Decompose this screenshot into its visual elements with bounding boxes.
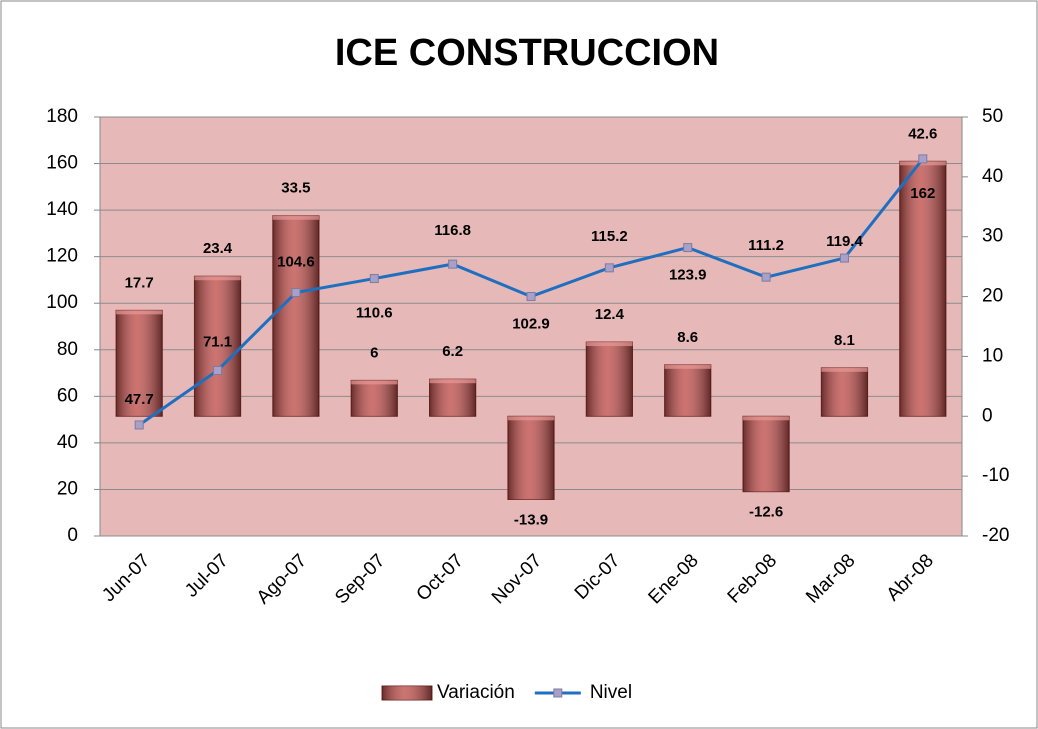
line-marker: [604, 263, 614, 273]
data-label: 102.9: [512, 315, 550, 332]
data-label: 8.6: [677, 329, 698, 346]
bar-cap: [351, 380, 398, 385]
bar-shade: [664, 364, 711, 417]
bar-cap: [507, 416, 555, 421]
data-label: 110.6: [356, 305, 393, 322]
y2-tick-label: 40: [982, 166, 1003, 187]
data-label: -13.9: [514, 511, 548, 528]
bar-cap: [586, 342, 633, 347]
y2-tick-label: 30: [982, 226, 1003, 247]
y2-tick-label: 0: [982, 405, 993, 426]
data-label: 47.7: [125, 391, 154, 408]
line-marker: [291, 288, 301, 298]
bar-cap: [272, 215, 320, 220]
y-tick-label: 100: [46, 292, 78, 313]
chart-title: ICE CONSTRUCCION: [335, 32, 719, 74]
bar-cap: [821, 367, 868, 372]
y-tick-label: 20: [57, 478, 78, 499]
bar-shade: [194, 276, 241, 417]
bar-shade: [899, 161, 946, 417]
line-marker: [448, 259, 458, 269]
data-label: 104.6: [277, 253, 315, 270]
y-tick-label: 80: [57, 339, 78, 360]
y2-tick-label: -20: [982, 525, 1009, 546]
legend-label: Variación: [437, 682, 515, 703]
y2-tick-label: 50: [982, 106, 1003, 127]
y2-tick-label: 10: [982, 345, 1003, 366]
data-label: 111.2: [748, 237, 784, 254]
data-label: 8.1: [834, 332, 855, 349]
bar-shade: [742, 416, 790, 492]
y-tick-label: 120: [46, 246, 78, 267]
bar-cap: [429, 379, 476, 384]
data-label: -12.6: [749, 504, 783, 521]
line-marker: [526, 291, 536, 301]
line-marker: [213, 365, 223, 375]
y-tick-label: 60: [57, 385, 78, 406]
bar-shade: [586, 342, 633, 417]
line-marker: [918, 154, 928, 164]
y2-tick-label: 20: [982, 286, 1003, 307]
data-label: 119.4: [826, 233, 863, 250]
data-label: 23.4: [203, 240, 233, 257]
y-tick-label: 160: [46, 153, 78, 174]
bar-cap: [664, 364, 711, 369]
data-label: 162: [910, 185, 935, 202]
bar-shade: [507, 416, 555, 500]
y-tick-label: 140: [46, 199, 78, 220]
data-label: 116.8: [434, 222, 471, 239]
bar-shade: [116, 310, 163, 417]
data-label: 33.5: [281, 180, 310, 197]
bar-shade: [429, 379, 476, 417]
line-marker: [761, 272, 771, 282]
bar-cap: [742, 416, 790, 421]
legend-marker: [553, 688, 563, 698]
y-tick-label: 0: [67, 525, 78, 546]
data-label: 6.2: [442, 343, 463, 360]
data-label: 6: [370, 344, 378, 361]
data-label: 71.1: [203, 333, 232, 350]
data-label: 115.2: [591, 228, 628, 245]
data-label: 12.4: [595, 306, 625, 323]
y-tick-label: 180: [46, 106, 78, 127]
bar-shade: [272, 215, 320, 417]
legend-label: Nivel: [590, 682, 632, 703]
bar-cap: [194, 276, 241, 281]
legend-swatch-shade: [382, 686, 432, 700]
data-label: 123.9: [669, 267, 707, 284]
line-marker: [134, 420, 144, 430]
data-label: 17.7: [125, 274, 154, 291]
line-marker: [683, 243, 693, 253]
bar-shade: [351, 380, 398, 417]
bar-cap: [116, 310, 163, 315]
line-marker: [839, 253, 849, 263]
y2-tick-label: -10: [982, 465, 1009, 486]
line-marker: [369, 274, 379, 284]
y-tick-label: 40: [57, 432, 78, 453]
data-label: 42.6: [908, 125, 937, 142]
bar-shade: [821, 367, 868, 417]
